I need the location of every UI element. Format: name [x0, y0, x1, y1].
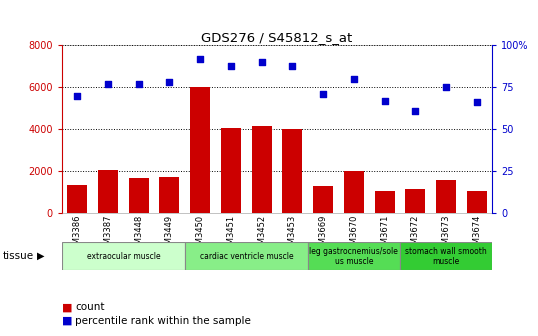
Bar	[282, 129, 302, 213]
Text: ■: ■	[62, 302, 73, 312]
Bar	[67, 185, 87, 213]
Text: leg gastrocnemius/sole
us muscle: leg gastrocnemius/sole us muscle	[309, 247, 398, 266]
Point	[350, 76, 358, 82]
Text: extraocular muscle: extraocular muscle	[87, 252, 160, 261]
Bar	[62, 242, 185, 270]
Text: tissue: tissue	[3, 251, 34, 261]
Bar	[308, 242, 400, 270]
Point	[226, 63, 235, 68]
Bar	[98, 170, 118, 213]
Text: ■: ■	[62, 316, 73, 326]
Text: ▶: ▶	[37, 251, 44, 261]
Point	[380, 98, 389, 103]
Bar	[406, 189, 426, 213]
Point	[196, 56, 204, 61]
Bar	[129, 178, 148, 213]
Bar	[467, 191, 487, 213]
Bar	[400, 242, 492, 270]
Title: GDS276 / S45812_s_at: GDS276 / S45812_s_at	[201, 31, 353, 44]
Text: cardiac ventricle muscle: cardiac ventricle muscle	[200, 252, 293, 261]
Point	[104, 81, 112, 87]
Bar	[252, 126, 272, 213]
Point	[411, 108, 420, 114]
Bar	[313, 186, 333, 213]
Point	[319, 91, 328, 97]
Bar	[159, 177, 180, 213]
Bar	[344, 171, 364, 213]
Point	[134, 81, 143, 87]
Text: stomach wall smooth
muscle: stomach wall smooth muscle	[405, 247, 487, 266]
Bar	[374, 191, 395, 213]
Text: count: count	[75, 302, 105, 312]
Point	[442, 85, 450, 90]
Text: percentile rank within the sample: percentile rank within the sample	[75, 316, 251, 326]
Point	[257, 59, 266, 65]
Point	[472, 100, 481, 105]
Bar	[221, 128, 241, 213]
Point	[288, 63, 297, 68]
Point	[73, 93, 82, 98]
Bar	[436, 180, 456, 213]
Bar	[190, 87, 210, 213]
Bar	[185, 242, 308, 270]
Point	[165, 80, 174, 85]
